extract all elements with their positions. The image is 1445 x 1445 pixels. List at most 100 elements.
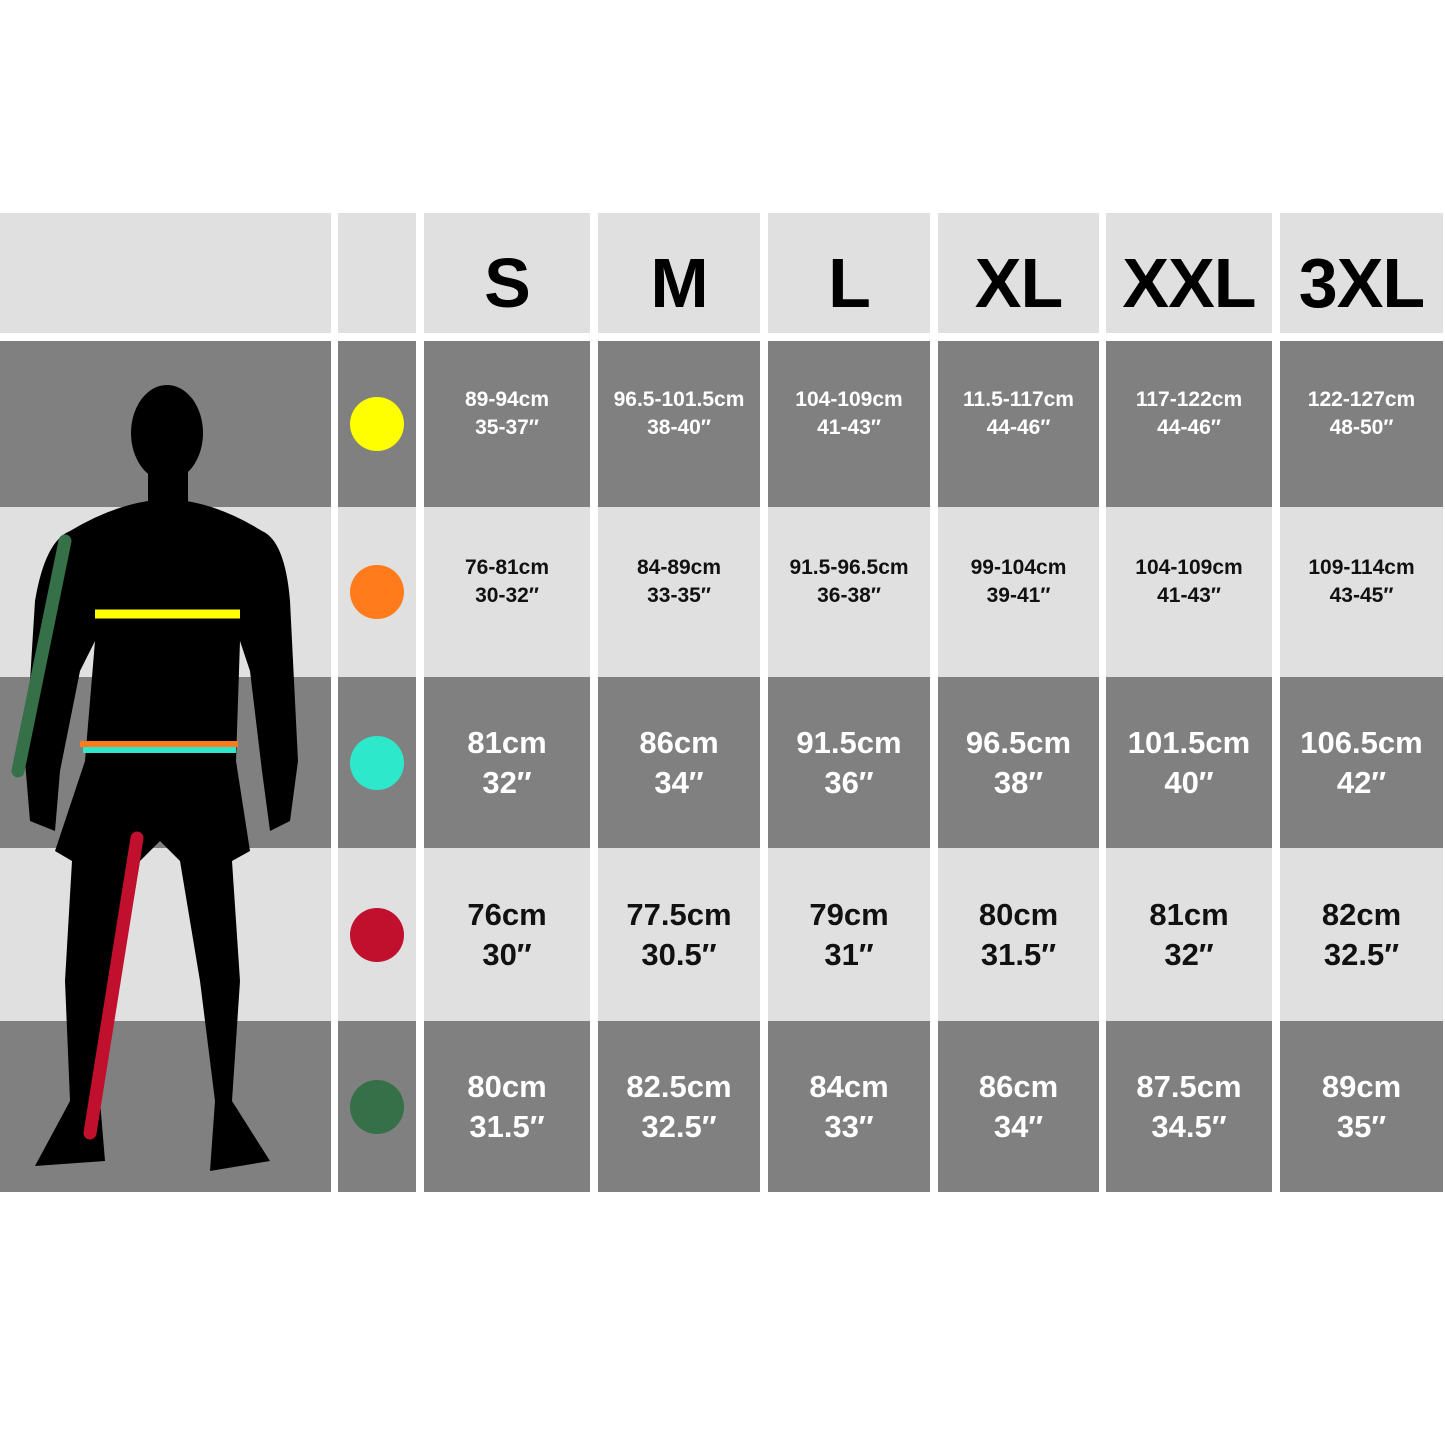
- inch-value: 36-38″: [817, 584, 881, 607]
- cm-value: 99-104cm: [970, 556, 1067, 579]
- cm-value: 82.5cm: [626, 1068, 732, 1104]
- cm-value: 109-114cm: [1308, 556, 1415, 579]
- inch-value: 38″: [993, 764, 1044, 800]
- cm-value: 106.5cm: [1300, 724, 1423, 760]
- inch-value: 36″: [824, 764, 874, 800]
- cm-value: 96.5-101.5cm: [613, 388, 745, 411]
- inch-value: 41-43″: [817, 416, 881, 439]
- sleeve-dot-icon: [350, 1079, 404, 1134]
- inch-value: 31.5″: [469, 1108, 545, 1144]
- cm-value: 104-109cm: [1135, 556, 1243, 579]
- measurement-cell: 82cm 32.5″: [1280, 848, 1443, 1021]
- cm-value: 91.5cm: [796, 724, 902, 760]
- inch-value: 35-37″: [475, 416, 539, 439]
- cm-value: 89cm: [1321, 1068, 1402, 1104]
- measurement-cell: 84-89cm 33-35″: [598, 507, 760, 677]
- measurement-cell: 104-109cm 41-43″: [1106, 507, 1272, 677]
- measurement-cell: 80cm 31.5″: [424, 1021, 590, 1192]
- cm-value: 79cm: [809, 896, 889, 932]
- measurement-icon-cell: [338, 848, 416, 1021]
- size-header: XL: [938, 213, 1099, 333]
- measurement-cell: 77.5cm 30.5″: [598, 848, 760, 1021]
- measurement-icon-cell: [338, 1021, 416, 1192]
- inch-value: 34″: [654, 764, 704, 800]
- measurement-cell: 76cm 30″: [424, 848, 590, 1021]
- cm-value: 80cm: [978, 896, 1059, 932]
- inch-value: 48-50″: [1329, 416, 1394, 439]
- cm-value: 84cm: [809, 1068, 889, 1104]
- measurement-cell: 106.5cm 42″: [1280, 677, 1443, 848]
- hip-dot-icon: [350, 735, 404, 790]
- cm-value: 87.5cm: [1136, 1068, 1242, 1104]
- measurement-cell: 96.5-101.5cm 38-40″: [598, 341, 760, 507]
- inch-value: 42″: [1336, 764, 1387, 800]
- inch-value: 34″: [993, 1108, 1044, 1144]
- inch-value: 35″: [1336, 1108, 1387, 1144]
- measurement-cell: 96.5cm 38″: [938, 677, 1099, 848]
- cm-value: 76-81cm: [464, 556, 550, 579]
- cm-value: 82cm: [1321, 896, 1402, 932]
- measurement-icon-cell: [338, 341, 416, 507]
- cm-value: 86cm: [978, 1068, 1059, 1104]
- measurement-cell: 91.5cm 36″: [768, 677, 930, 848]
- inch-value: 31″: [824, 936, 874, 972]
- inch-value: 33″: [824, 1108, 874, 1144]
- inch-value: 33-35″: [647, 584, 711, 607]
- header-blank: [0, 213, 331, 333]
- body-silhouette-figure: [11, 385, 298, 1171]
- measurement-cell: 101.5cm 40″: [1106, 677, 1272, 848]
- measurement-cell: 79cm 31″: [768, 848, 930, 1021]
- cm-value: 96.5cm: [965, 724, 1072, 760]
- cm-value: 84-89cm: [636, 556, 722, 579]
- inch-value: 41-43″: [1157, 584, 1221, 607]
- cm-value: 104-109cm: [795, 388, 903, 411]
- inch-value: 31.5″: [980, 936, 1057, 972]
- measurement-icon-cell: [338, 507, 416, 677]
- man-silhouette-icon: [25, 385, 298, 1171]
- cm-value: 81cm: [467, 724, 547, 760]
- sleeve-line-icon: [11, 534, 72, 778]
- cm-value: 122-127cm: [1307, 388, 1416, 411]
- cm-value: 77.5cm: [626, 896, 732, 932]
- measurement-cell: 99-104cm 39-41″: [938, 507, 1099, 677]
- measurement-cell: 89cm 35″: [1280, 1021, 1443, 1192]
- cm-value: 11.5-117cm: [963, 388, 1074, 411]
- chest-dot-icon: [350, 397, 404, 451]
- cm-value: 89-94cm: [464, 388, 550, 411]
- cm-value: 80cm: [467, 1068, 547, 1104]
- measurement-icon-cell: [338, 677, 416, 848]
- size-header: S: [424, 213, 590, 333]
- header-icon-blank: [338, 213, 416, 333]
- size-header: XXL: [1106, 213, 1272, 333]
- cm-value: 81cm: [1149, 896, 1229, 932]
- measurement-cell: 86cm 34″: [598, 677, 760, 848]
- measurement-cell: 91.5-96.5cm 36-38″: [768, 507, 930, 677]
- measurement-cell: 80cm 31.5″: [938, 848, 1099, 1021]
- figure-background: [0, 848, 331, 1021]
- inch-value: 30.5″: [641, 936, 717, 972]
- inside-leg-dot-icon: [350, 907, 404, 962]
- inch-value: 39-41″: [986, 584, 1051, 607]
- inside-leg-line-icon: [83, 831, 144, 1140]
- inch-value: 32.5″: [641, 1108, 717, 1144]
- measurement-cell: 82.5cm 32.5″: [598, 1021, 760, 1192]
- size-header: L: [768, 213, 930, 333]
- inch-value: 32″: [1164, 936, 1214, 972]
- measurement-cell: 81cm 32″: [1106, 848, 1272, 1021]
- measurement-cell: 84cm 33″: [768, 1021, 930, 1192]
- inch-value: 40″: [1164, 764, 1214, 800]
- measurement-cell: 87.5cm 34.5″: [1106, 1021, 1272, 1192]
- measurement-cell: 81cm 32″: [424, 677, 590, 848]
- measurement-cell: 117-122cm 44-46″: [1106, 341, 1272, 507]
- inch-value: 43-45″: [1329, 584, 1394, 607]
- cm-value: 86cm: [639, 724, 719, 760]
- inch-value: 30-32″: [475, 584, 539, 607]
- cm-value: 117-122cm: [1135, 388, 1243, 411]
- inch-value: 30″: [482, 936, 532, 972]
- cm-value: 76cm: [467, 896, 547, 932]
- measurement-cell: 122-127cm 48-50″: [1280, 341, 1443, 507]
- measurement-cell: 109-114cm 43-45″: [1280, 507, 1443, 677]
- measurement-cell: 104-109cm 41-43″: [768, 341, 930, 507]
- measurement-cell: 11.5-117cm 44-46″: [938, 341, 1099, 507]
- inch-value: 32″: [482, 764, 532, 800]
